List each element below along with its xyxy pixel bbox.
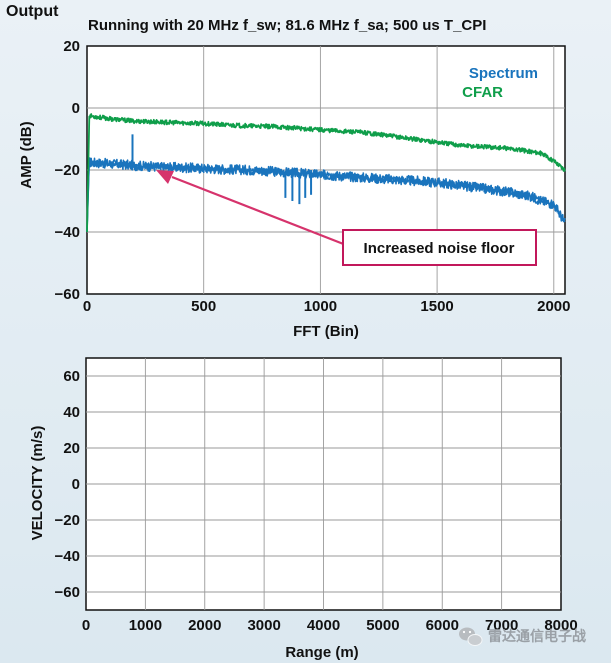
x-tick-label: 1000	[304, 298, 337, 315]
x-tick-label: 7000	[485, 617, 518, 634]
x-tick-label: 1000	[129, 617, 162, 634]
y-tick-label: −40	[55, 548, 80, 565]
y-tick-label: 20	[63, 440, 80, 457]
x-tick-label: 3000	[247, 617, 280, 634]
x-tick-label: 5000	[366, 617, 399, 634]
x-tick-labels: 0 500 1000 1500 2000	[83, 298, 571, 315]
y-tick-label: 60	[63, 368, 80, 385]
series-cfar	[86, 113, 566, 233]
y-tick-label: 40	[63, 404, 80, 421]
series-spectrum-fill	[86, 158, 566, 233]
legend-spectrum: Spectrum	[469, 65, 538, 82]
output-label: Output	[6, 3, 59, 20]
annotation-arrow-head	[156, 170, 174, 184]
y-tick-label: −20	[55, 162, 80, 179]
y-tick-label: 20	[63, 38, 80, 55]
watermark-text: 雷达通信电子战	[488, 628, 586, 644]
x-tick-label: 0	[83, 298, 91, 315]
chart-title: Running with 20 MHz f_sw; 81.6 MHz f_sa;…	[88, 17, 486, 34]
x-tick-label: 6000	[426, 617, 459, 634]
range-velocity-chart: 0 1000 2000 3000 4000 5000 6000 7000 8000 60 40 20…	[29, 357, 578, 661]
y-tick-label: −40	[55, 224, 80, 241]
x-axis-label: FFT (Bin)	[293, 323, 359, 340]
wechat-icon	[459, 627, 483, 646]
grid	[86, 358, 561, 610]
y-tick-label: 0	[72, 100, 80, 117]
x-tick-label: 0	[82, 617, 90, 634]
series-group	[86, 113, 566, 233]
annotation-box	[342, 229, 537, 266]
annotation-arrow-shaft	[171, 175, 347, 247]
y-tick-label: −20	[55, 512, 80, 529]
y-axis-label: AMP (dB)	[18, 121, 35, 188]
legend-cfar: CFAR	[462, 84, 503, 101]
y-tick-labels: 60 40 20 0 −20 −40 −60	[55, 368, 80, 601]
y-axis-label: VELOCITY (m/s)	[29, 426, 46, 541]
x-tick-label: 1500	[420, 298, 453, 315]
x-tick-label: 2000	[188, 617, 221, 634]
y-tick-label: −60	[55, 584, 80, 601]
y-tick-label: 0	[72, 476, 80, 493]
y-tick-labels: 20 0 −20 −40 −60	[55, 38, 80, 303]
y-tick-label: −60	[55, 286, 80, 303]
x-tick-label: 4000	[307, 617, 340, 634]
watermark: 雷达通信电子战	[459, 627, 586, 646]
x-tick-label: 500	[191, 298, 216, 315]
x-axis-label: Range (m)	[285, 644, 358, 661]
x-tick-label: 8000	[544, 617, 577, 634]
annotation-text: Increased noise floor	[364, 240, 515, 257]
amplitude-chart: 0 500 1000 1500 2000 200−20−40−60 FFT (Bin) …	[18, 38, 570, 340]
x-tick-labels: 0 1000 2000 3000 4000 5000 6000 7000 8000	[82, 617, 578, 634]
x-tick-label: 2000	[537, 298, 570, 315]
